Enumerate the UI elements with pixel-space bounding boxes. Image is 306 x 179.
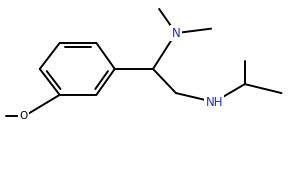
- Text: O: O: [20, 111, 28, 121]
- Text: N: N: [172, 27, 180, 40]
- Text: NH: NH: [205, 96, 223, 108]
